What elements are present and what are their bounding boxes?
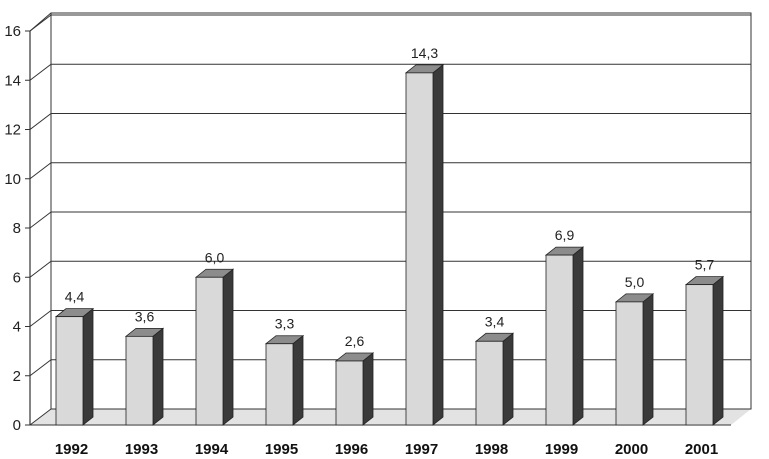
- x-tick-label: 1996: [335, 441, 368, 458]
- bar-front: [335, 360, 364, 426]
- gridline-side: [29, 310, 52, 327]
- bar-1997: [404, 64, 445, 426]
- bar-front: [685, 284, 714, 426]
- data-label: 5,7: [695, 257, 715, 273]
- bar-1998: [474, 332, 515, 426]
- data-label: 5,0: [625, 274, 645, 290]
- data-label: 14,3: [411, 45, 438, 61]
- x-tick-label: 1999: [545, 441, 578, 458]
- gridline-side: [29, 162, 52, 180]
- bar-side: [502, 332, 514, 426]
- y-tick-label: 12: [4, 122, 21, 139]
- bar-side: [222, 268, 234, 426]
- bar-side: [432, 64, 444, 426]
- bar-1996: [334, 352, 375, 426]
- gridline-side: [29, 211, 52, 229]
- x-tick-label: 1997: [405, 441, 438, 458]
- y-tick-label: 8: [13, 220, 21, 237]
- gridline-side: [29, 408, 52, 426]
- bar-front: [265, 343, 294, 426]
- x-tick-label: 1995: [265, 441, 298, 458]
- bar-1994: [194, 268, 235, 426]
- data-label: 3,4: [485, 313, 505, 329]
- x-tick-label: 2000: [615, 441, 648, 458]
- x-tick-label: 1998: [475, 441, 508, 458]
- data-label: 2,6: [345, 333, 365, 349]
- bar-side: [362, 352, 374, 426]
- bar-2000: [614, 293, 655, 426]
- y-tick-label: 4: [13, 319, 21, 336]
- x-tick-label: 1992: [55, 441, 88, 458]
- bar-front: [615, 301, 644, 426]
- bar-1993: [124, 327, 165, 426]
- y-tick-label: 16: [4, 23, 21, 40]
- data-label: 6,0: [205, 249, 225, 265]
- bar-1999: [544, 246, 585, 426]
- bar-side: [642, 293, 654, 426]
- bar-side: [572, 246, 584, 426]
- x-tick-label: 1994: [195, 441, 229, 458]
- bar-side: [712, 275, 724, 426]
- bar-front: [125, 335, 154, 426]
- bar-front: [195, 276, 224, 426]
- bar-front: [475, 340, 504, 426]
- data-label: 6,9: [555, 227, 575, 243]
- y-tick-label: 14: [4, 72, 21, 89]
- bar-side: [292, 334, 304, 426]
- x-tick-label: 2001: [685, 441, 718, 458]
- bar-2001: [684, 275, 725, 426]
- bar-1992: [54, 307, 95, 426]
- gridline-side: [29, 260, 52, 278]
- gridline-side: [29, 63, 52, 81]
- y-tick-label: 10: [4, 171, 21, 188]
- gridline-side: [29, 113, 52, 130]
- data-label: 4,4: [65, 289, 85, 305]
- data-label: 3,6: [135, 308, 155, 324]
- bar-1995: [264, 334, 305, 426]
- bar-front: [405, 72, 434, 426]
- y-tick-label: 2: [13, 368, 21, 385]
- bar-front: [55, 316, 84, 426]
- bar-side: [82, 307, 94, 426]
- x-tick-label: 1993: [125, 441, 158, 458]
- data-label: 3,3: [275, 316, 295, 332]
- bar-front: [545, 254, 574, 426]
- y-axis-depth-edge: [29, 12, 52, 32]
- bar-side: [152, 327, 164, 426]
- y-tick-label: 6: [13, 269, 21, 286]
- y-tick-label: 0: [13, 417, 21, 434]
- gridline-side: [29, 359, 52, 377]
